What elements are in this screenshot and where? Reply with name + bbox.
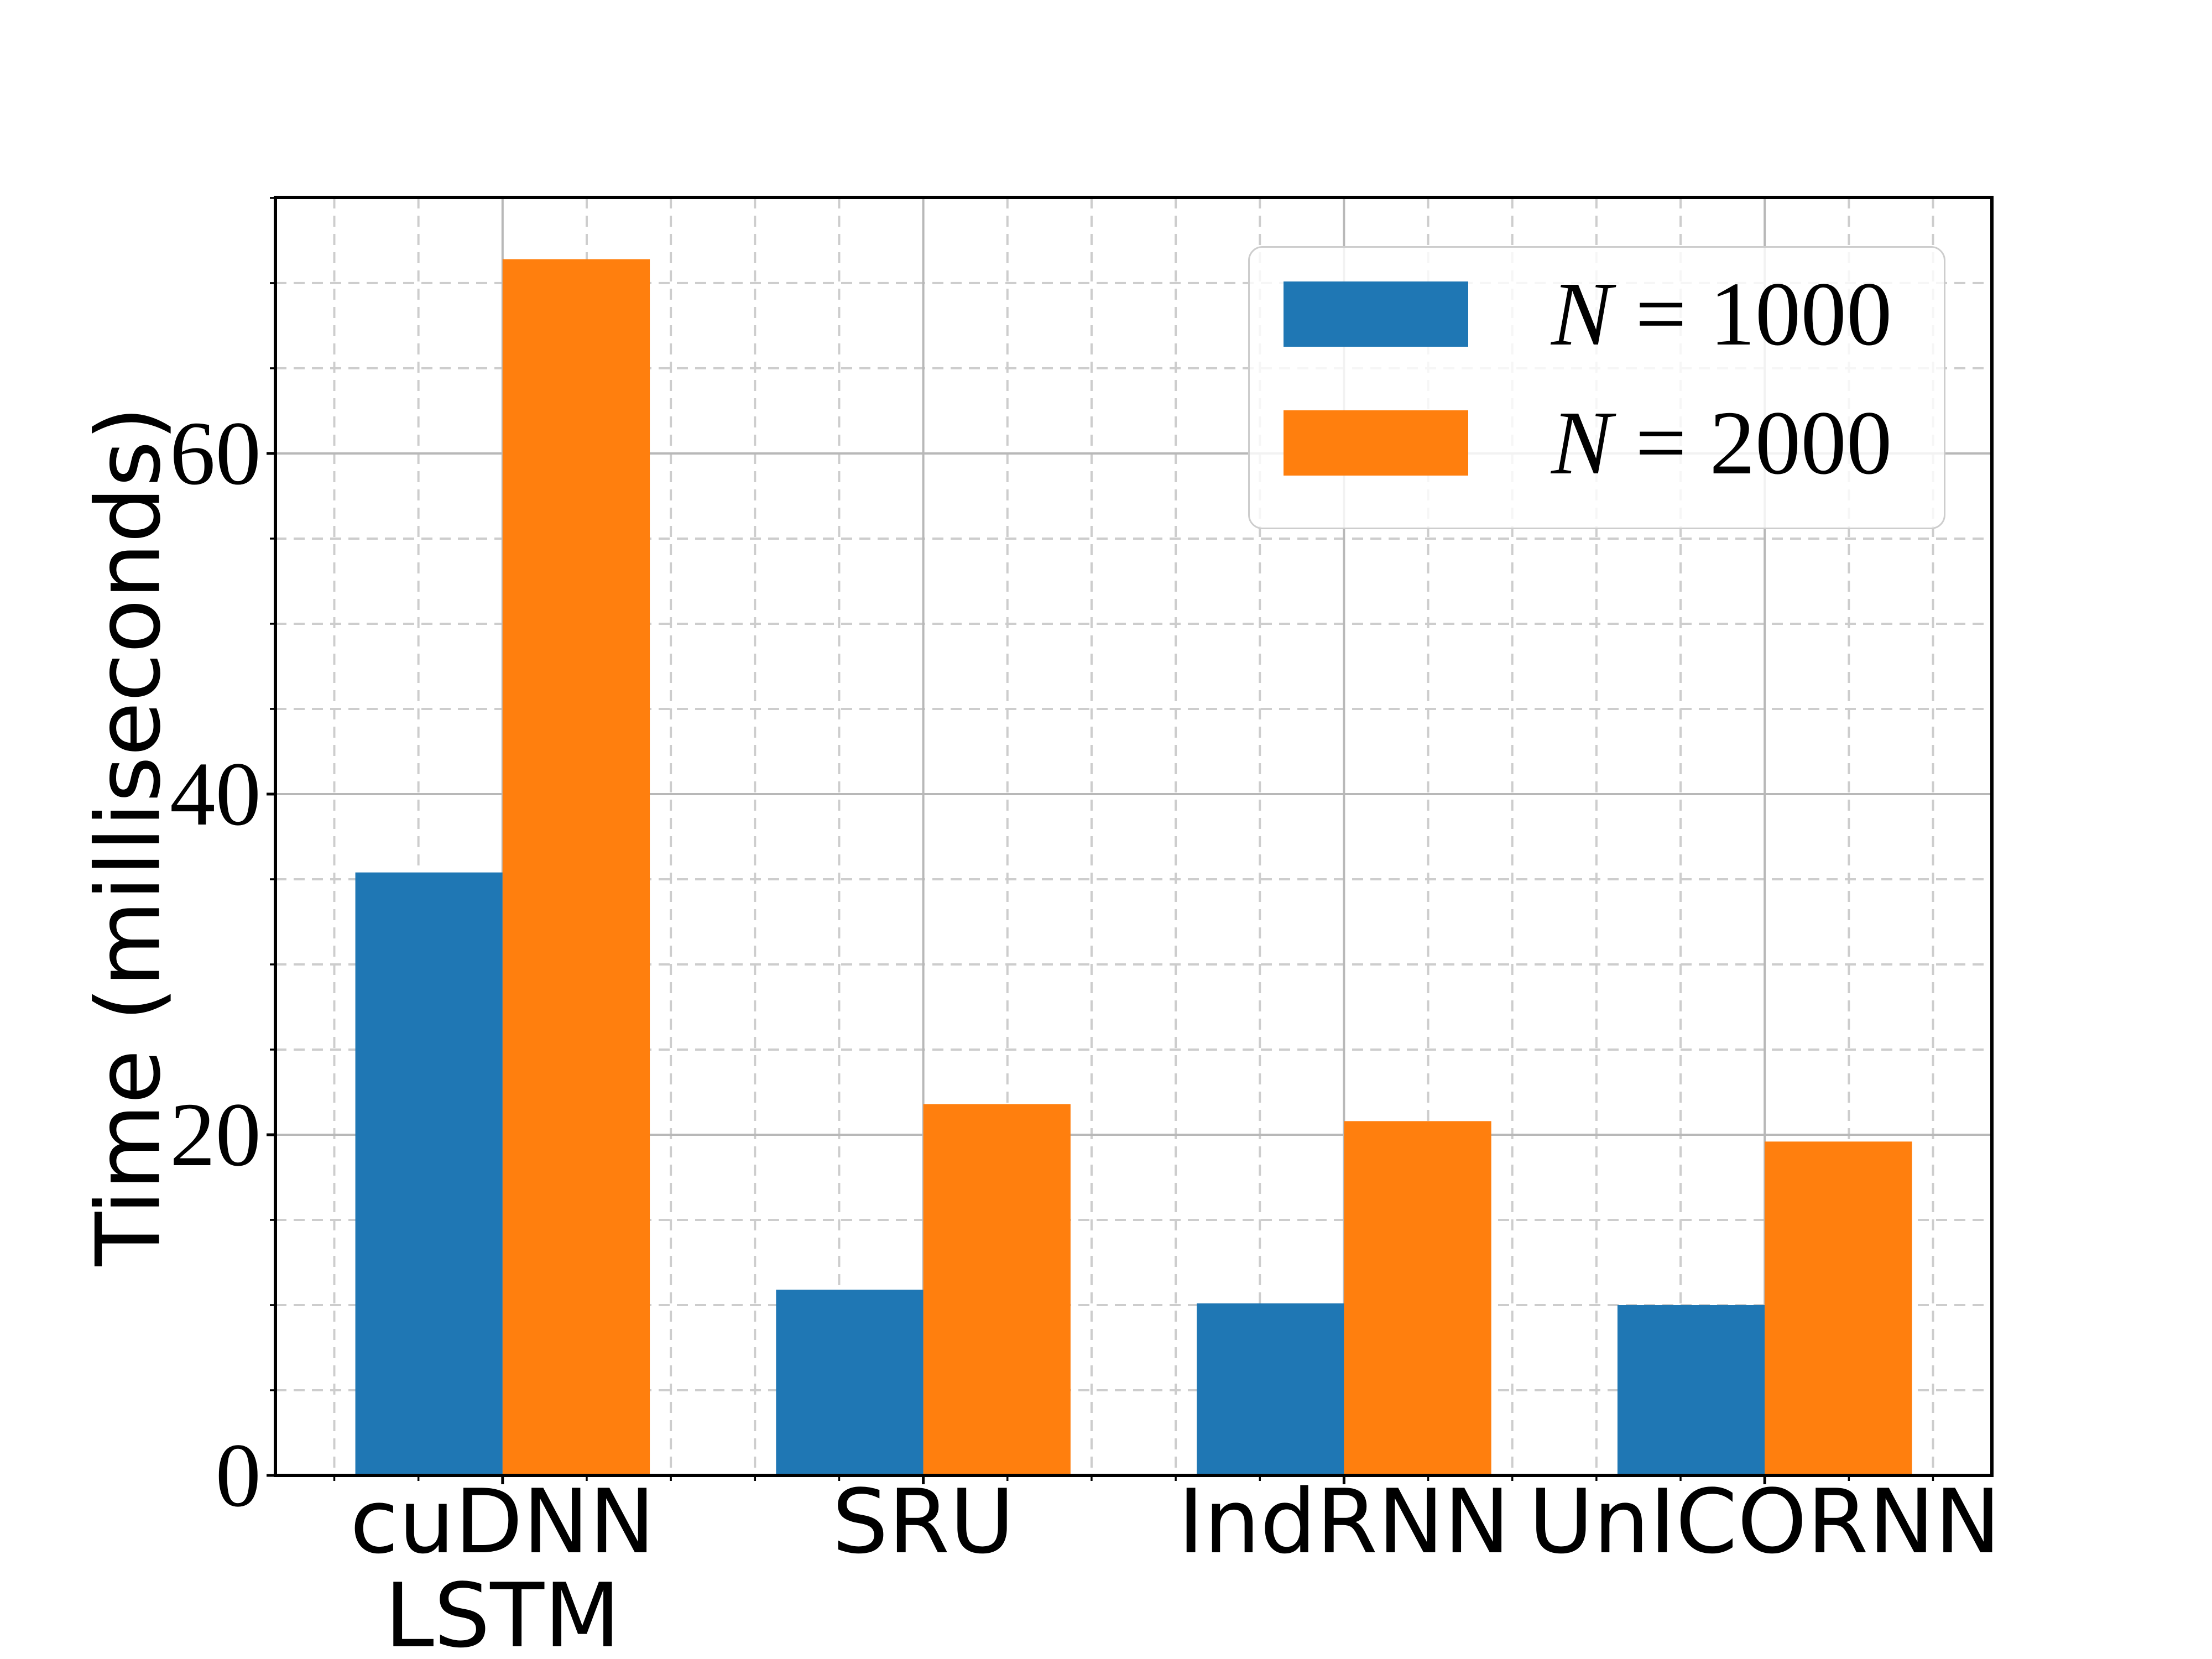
legend-label-value: = 1000 bbox=[1635, 263, 1892, 364]
bar-indrnn-n1000 bbox=[1197, 1303, 1344, 1475]
legend-swatch-n2000 bbox=[1284, 410, 1468, 476]
x-tick-label: LSTM bbox=[385, 1564, 620, 1659]
bar-cudnn-lstm-n1000 bbox=[355, 872, 503, 1475]
y-tick-label: 0 bbox=[216, 1425, 262, 1526]
bar-cudnn-lstm-n2000 bbox=[502, 259, 650, 1476]
x-tick-label: cuDNN bbox=[350, 1470, 655, 1573]
plot-frame bbox=[274, 196, 1994, 1477]
bar-sru-n1000 bbox=[776, 1290, 924, 1475]
y-tick-label: 20 bbox=[170, 1084, 261, 1185]
x-tick-label: UnICORNN bbox=[1528, 1470, 2001, 1573]
x-tick-label: SRU bbox=[832, 1470, 1015, 1573]
y-tick-label: 40 bbox=[170, 743, 261, 844]
legend-label-n2000: N = 2000 bbox=[1551, 397, 1892, 488]
legend: N = 1000 N = 2000 bbox=[1248, 246, 1945, 529]
x-tick-label: IndRNN bbox=[1178, 1470, 1510, 1573]
legend-entry-n1000: N = 1000 bbox=[1284, 268, 1892, 359]
legend-label-value: = 2000 bbox=[1635, 392, 1892, 493]
y-axis-label: Time (milliseconds) bbox=[76, 406, 180, 1266]
bar-unicornn-n1000 bbox=[1617, 1305, 1765, 1475]
legend-entry-n2000: N = 2000 bbox=[1284, 397, 1892, 488]
legend-label-n1000: N = 1000 bbox=[1551, 268, 1892, 359]
bar-indrnn-n2000 bbox=[1344, 1121, 1491, 1475]
y-tick-label: 60 bbox=[170, 403, 261, 504]
bar-sru-n2000 bbox=[923, 1104, 1071, 1475]
legend-label-variable: N bbox=[1551, 392, 1613, 493]
bar-unicornn-n2000 bbox=[1765, 1141, 1912, 1475]
legend-label-variable: N bbox=[1551, 263, 1613, 364]
legend-swatch-n1000 bbox=[1284, 281, 1468, 347]
